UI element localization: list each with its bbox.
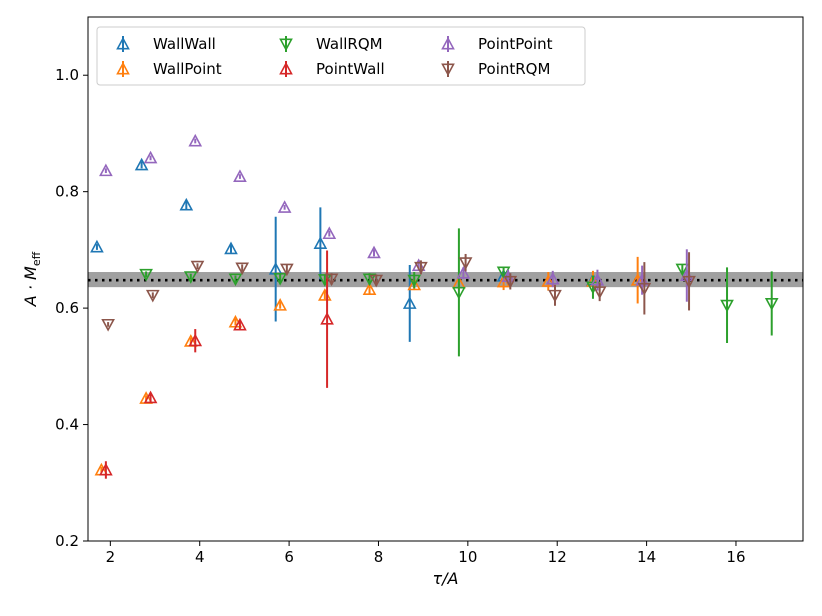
data-point xyxy=(313,236,328,249)
data-point xyxy=(277,200,292,213)
data-point xyxy=(228,273,243,287)
x-tick-label: 6 xyxy=(284,548,294,566)
data-point xyxy=(188,133,203,147)
data-point xyxy=(90,239,104,253)
data-point xyxy=(233,317,247,331)
legend-marker xyxy=(116,36,130,50)
data-point xyxy=(367,245,381,259)
data-point xyxy=(145,289,160,303)
legend-marker xyxy=(441,36,455,50)
legend-marker xyxy=(279,38,293,52)
legend-label: PointWall xyxy=(316,60,385,78)
legend-item-pointwall: PointWall xyxy=(279,60,385,78)
legend-item-wallrqm: WallRQM xyxy=(279,35,383,53)
data-point xyxy=(720,299,734,313)
series-pointrqm xyxy=(101,252,696,332)
data-point xyxy=(682,275,696,289)
data-point xyxy=(233,169,247,183)
series-wallwall xyxy=(90,157,600,342)
x-tick-label: 14 xyxy=(637,548,656,566)
data-point xyxy=(407,277,422,291)
x-axis-label: τ/A xyxy=(433,569,459,588)
y-axis-label-prefix: A · xyxy=(21,280,40,307)
series-pointpoint xyxy=(99,133,694,302)
legend: WallWall WallPoint WallRQM PointWall PointPo… xyxy=(96,26,586,86)
data-point xyxy=(273,272,287,286)
legend-item-pointpoint: PointPoint xyxy=(441,35,553,53)
y-tick-label: 0.6 xyxy=(55,299,79,317)
data-point xyxy=(188,333,203,347)
y-axis-label-sub: eff xyxy=(30,251,43,266)
data-point xyxy=(414,261,428,275)
data-point xyxy=(407,274,422,288)
legend-label: PointRQM xyxy=(478,60,550,78)
axes-frame xyxy=(87,16,804,542)
y-axis-label-main: M xyxy=(21,266,40,280)
series-pointwall xyxy=(99,250,334,479)
data-point xyxy=(362,282,377,295)
axes-layer: 2 4 6 8 10 12 14 16 0.2 0.4 0.6 0.8 1.0 xyxy=(55,16,804,566)
series-wallrqm xyxy=(139,228,779,357)
legend-box xyxy=(96,26,586,86)
legend-label: PointPoint xyxy=(478,35,553,53)
data-point xyxy=(496,266,511,280)
legend-item-wallpoint: WallPoint xyxy=(116,60,222,78)
data-point xyxy=(637,282,652,296)
data-point xyxy=(101,318,115,332)
legend-item-wallwall: WallWall xyxy=(116,35,216,53)
data-point xyxy=(322,226,337,240)
legend-label: WallWall xyxy=(153,35,216,53)
x-tick-label: 2 xyxy=(106,548,116,566)
data-point xyxy=(224,241,238,255)
data-point xyxy=(320,311,334,325)
data-point xyxy=(590,272,605,286)
data-point xyxy=(190,260,205,274)
data-point xyxy=(369,274,384,288)
legend-marker xyxy=(279,61,293,75)
data-point xyxy=(402,296,417,309)
x-tick-label: 8 xyxy=(374,548,384,566)
data-point xyxy=(503,275,518,289)
plot-layer xyxy=(88,133,803,479)
data-point xyxy=(541,274,556,287)
y-tick-label: 0.8 xyxy=(55,183,79,201)
plot-area xyxy=(88,133,803,479)
data-point xyxy=(179,197,194,211)
data-point xyxy=(99,163,113,177)
x-tick-label: 16 xyxy=(726,548,745,566)
data-point xyxy=(324,273,339,287)
data-point xyxy=(548,289,562,303)
x-tick-label: 10 xyxy=(458,548,477,566)
data-point xyxy=(235,262,250,276)
legend-label: WallRQM xyxy=(316,35,383,53)
y-tick-label: 0.4 xyxy=(55,416,79,434)
x-tick-label: 4 xyxy=(195,548,205,566)
legend-label: WallPoint xyxy=(153,60,222,78)
legend-marker xyxy=(441,63,455,77)
y-axis-label: A · Meff xyxy=(21,251,43,307)
data-point xyxy=(143,390,158,404)
data-point xyxy=(99,462,113,476)
data-point xyxy=(592,286,607,299)
data-point xyxy=(139,268,153,282)
y-tick-label: 1.0 xyxy=(55,66,79,84)
data-point xyxy=(280,263,294,277)
legend-item-pointrqm: PointRQM xyxy=(441,60,550,78)
y-tick-label: 0.2 xyxy=(55,532,79,550)
x-tick-label: 12 xyxy=(548,548,567,566)
data-point xyxy=(143,150,158,164)
data-point xyxy=(452,286,466,300)
data-point xyxy=(134,157,149,171)
data-point xyxy=(545,271,560,285)
data-point xyxy=(764,297,779,311)
data-point xyxy=(456,265,471,279)
data-point xyxy=(183,271,198,284)
data-point xyxy=(675,263,690,277)
data-point xyxy=(458,257,473,270)
legend-marker xyxy=(116,61,130,75)
series-wallpoint xyxy=(94,256,645,476)
data-point xyxy=(273,298,287,311)
